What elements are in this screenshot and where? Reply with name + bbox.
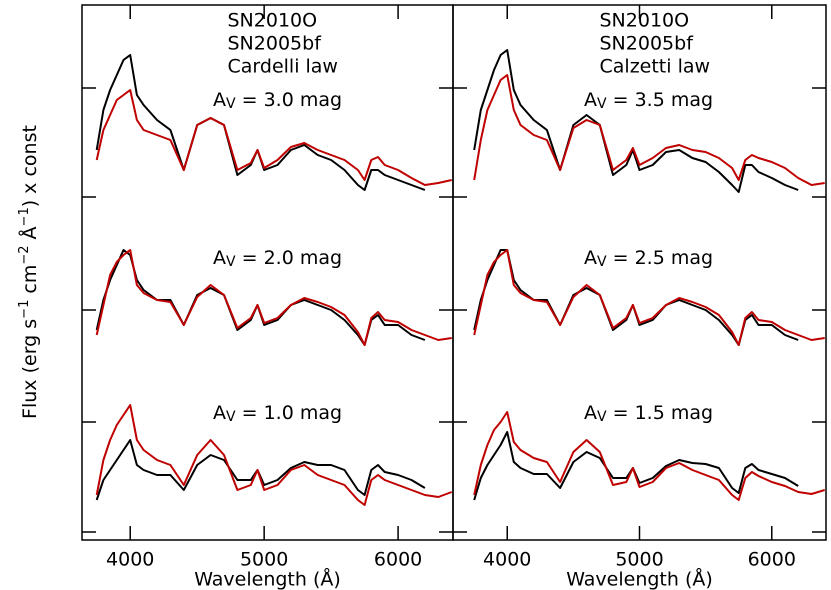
x-tick-label: 5000 — [615, 549, 663, 571]
x-axis-label: Wavelength (Å) — [194, 568, 341, 590]
label-sub: V — [226, 96, 236, 112]
extinction-label: AV = 1.5 mag — [584, 402, 713, 426]
label-superscript: −1 — [17, 207, 32, 226]
label-rest: = 2.5 mag — [607, 247, 713, 269]
spectrum-line — [473, 431, 799, 501]
spectrum-line — [95, 404, 453, 506]
label-rest: = 1.5 mag — [607, 402, 713, 424]
label-superscript: −1 — [17, 300, 32, 319]
spectrum-line — [95, 89, 452, 186]
x-tick-label: 6000 — [748, 549, 796, 571]
label-main: A — [213, 402, 226, 424]
legend-label: SN2010O — [600, 10, 690, 32]
label-main: A — [584, 89, 597, 111]
legend-label: SN2005bf — [228, 33, 323, 55]
label-rest: = 3.5 mag — [607, 89, 713, 111]
spectrum-line — [473, 249, 825, 346]
spectrum-line — [473, 49, 799, 193]
label-rest: = 1.0 mag — [236, 402, 342, 424]
spectrum-line — [95, 249, 452, 346]
x-tick-label: 4000 — [106, 549, 154, 571]
label-main: A — [584, 402, 597, 424]
extinction-label: AV = 3.5 mag — [584, 89, 713, 113]
label-main: A — [213, 247, 226, 269]
extinction-label: AV = 3.0 mag — [213, 89, 342, 113]
label-sub: V — [597, 96, 607, 112]
x-tick-label: 6000 — [374, 549, 422, 571]
legend-label: Calzetti law — [600, 56, 711, 78]
label-main: A — [213, 89, 226, 111]
spectrum-line — [473, 74, 825, 186]
label-sub: V — [597, 254, 607, 270]
x-tick-label: 4000 — [483, 549, 531, 571]
label-sub: V — [226, 409, 236, 425]
label-superscript: −2 — [17, 245, 32, 264]
label-rest: = 3.0 mag — [236, 89, 342, 111]
legend-label: Cardelli law — [228, 56, 338, 78]
label-rest: = 2.0 mag — [236, 247, 342, 269]
y-axis-label: Flux (erg s−1 cm−2 Å−1) x const — [17, 125, 40, 419]
label-part: ) x const — [19, 125, 41, 207]
extinction-label: AV = 2.0 mag — [213, 247, 342, 271]
legend-label: SN2010O — [228, 10, 318, 32]
plot-frame — [81, 4, 454, 541]
label-part: cm — [19, 265, 41, 300]
x-axis-label: Wavelength (Å) — [566, 568, 713, 590]
label-sub: V — [226, 254, 236, 270]
x-tick-label: 5000 — [240, 549, 288, 571]
label-part: Flux (erg s — [19, 319, 41, 419]
spectrum-line — [95, 439, 426, 501]
label-part: Å — [18, 226, 41, 245]
legend-label: SN2005bf — [600, 33, 695, 55]
extinction-label: AV = 2.5 mag — [584, 247, 713, 271]
spectrum-line — [473, 411, 825, 501]
label-main: A — [584, 247, 597, 269]
extinction-label: AV = 1.0 mag — [213, 402, 342, 426]
label-sub: V — [597, 409, 607, 425]
